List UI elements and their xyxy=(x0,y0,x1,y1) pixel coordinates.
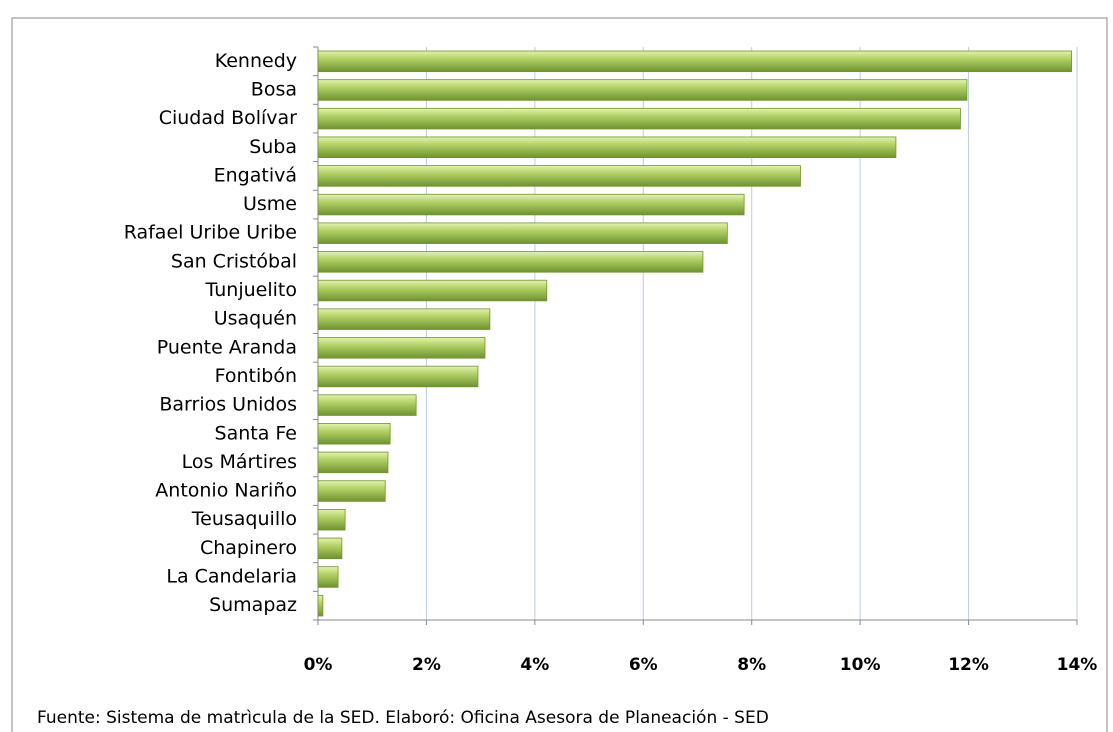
x-tick-label: 10% xyxy=(840,655,881,675)
x-tick-label: 4% xyxy=(520,655,549,675)
y-tick-label: Rafael Uribe Uribe xyxy=(124,222,297,244)
bar xyxy=(317,50,1072,73)
bar xyxy=(317,79,968,101)
y-tick-label: San Cristóbal xyxy=(171,250,297,272)
y-tick-label: Puente Aranda xyxy=(157,336,297,358)
y-tick-label: Antonio Nariño xyxy=(155,480,297,502)
y-tick-label: Tunjuelito xyxy=(205,279,297,301)
bar xyxy=(317,222,728,244)
y-tick-label: Bosa xyxy=(251,78,297,100)
bar xyxy=(317,566,339,588)
y-tick-label: Los Mártires xyxy=(182,451,297,473)
bar xyxy=(317,537,343,560)
bar xyxy=(317,279,548,302)
y-tick-label: Ciudad Bolívar xyxy=(159,107,297,129)
bar xyxy=(317,165,801,187)
bar xyxy=(317,509,346,531)
bar xyxy=(317,480,386,502)
y-tick-label: Suba xyxy=(249,136,297,158)
y-tick-label: Chapinero xyxy=(200,537,297,559)
y-tick-label: Sumapaz xyxy=(209,594,297,616)
bar xyxy=(317,107,961,130)
bar xyxy=(317,451,389,474)
y-tick-label: La Candelaria xyxy=(166,566,297,588)
source-note: Fuente: Sistema de matrìcula de la SED. … xyxy=(37,708,769,728)
y-tick-label: Usme xyxy=(243,193,297,215)
y-tick-label: Kennedy xyxy=(215,50,297,72)
bar xyxy=(317,394,417,416)
y-tick-label: Fontibón xyxy=(215,365,297,387)
x-tick-label: 14% xyxy=(1057,655,1098,675)
bar xyxy=(317,423,391,445)
y-tick-label: Usaquén xyxy=(214,308,297,330)
bar xyxy=(317,594,324,617)
x-tick-label: 0% xyxy=(304,655,333,675)
x-tick-label: 12% xyxy=(948,655,989,675)
y-tick-label: Teusaquillo xyxy=(191,508,297,530)
x-tick-label: 8% xyxy=(737,655,766,675)
chart-frame xyxy=(11,17,1108,732)
y-tick-label: Santa Fe xyxy=(215,422,297,444)
y-tick-label: Barrios Unidos xyxy=(159,394,297,416)
bar xyxy=(317,365,479,388)
x-tick-label: 2% xyxy=(412,655,441,675)
y-tick-label: Engativá xyxy=(214,164,297,186)
x-tick-label: 6% xyxy=(629,655,658,675)
bar xyxy=(317,193,745,216)
bar xyxy=(317,251,704,273)
bar xyxy=(317,136,897,158)
bar xyxy=(317,337,486,359)
bar xyxy=(317,308,491,330)
